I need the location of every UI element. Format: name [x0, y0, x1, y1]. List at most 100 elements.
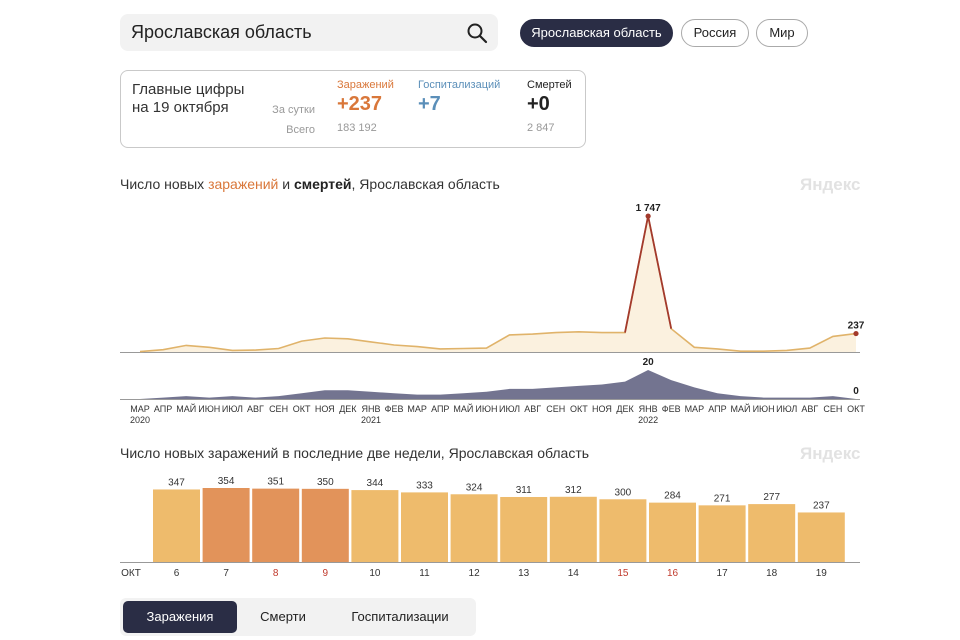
annotation-dot	[853, 330, 859, 337]
yandex-watermark-2: Яндекс	[800, 444, 861, 463]
stats-title: Главные цифры на 19 октября	[132, 81, 245, 116]
bar-category-label: 18	[766, 568, 778, 579]
row-label-total: Всего	[286, 124, 315, 136]
annotation-label: 0	[853, 386, 859, 397]
month-tick-label: ЯНВ	[361, 404, 380, 414]
bar	[649, 502, 696, 562]
search-input[interactable]: Ярославская область	[120, 14, 498, 51]
region-tab-world[interactable]: Мир	[756, 19, 808, 47]
bar-category-label: 19	[816, 568, 828, 579]
month-tick-label: ИЮН	[198, 404, 220, 414]
bar	[252, 488, 300, 562]
month-tick-label: ДЕК	[339, 404, 357, 414]
bar-category-label: 10	[369, 568, 381, 579]
bar	[698, 505, 746, 562]
bar-category-label: 11	[419, 568, 430, 579]
year-tick-label: 2020	[130, 415, 150, 425]
stats-hospitalizations: Госпитализаций +7	[418, 79, 501, 115]
bar	[549, 496, 597, 562]
stats-deaths: Смертей +0 2 847	[527, 79, 572, 134]
bar-category-label: 14	[568, 568, 580, 579]
month-tick-label: СЕН	[269, 404, 288, 414]
bar-value-label: 351	[267, 477, 284, 488]
month-tick-label: ДЕК	[616, 404, 634, 414]
bar-category-label: 16	[667, 568, 679, 579]
month-tick-label: НОЯ	[315, 404, 335, 414]
bar	[599, 499, 647, 562]
bar	[301, 488, 349, 562]
month-tick-label: СЕН	[823, 404, 842, 414]
bar-value-label: 347	[168, 477, 185, 488]
infections-area	[140, 216, 856, 352]
month-tick-label: СЕН	[546, 404, 565, 414]
tab-deaths[interactable]: Смерти	[260, 609, 306, 624]
bar-value-label: 237	[813, 500, 830, 511]
bar	[202, 488, 250, 562]
month-tick-label: ОКТ	[570, 404, 588, 414]
month-tick-label: ЯНВ	[639, 404, 658, 414]
month-tick-label: МАР	[685, 404, 705, 414]
year-tick-label: 2022	[638, 415, 658, 425]
search-icon[interactable]	[466, 22, 488, 44]
month-tick-label: МАР	[130, 404, 150, 414]
row-label-day: За сутки	[272, 104, 315, 116]
bar	[500, 496, 548, 562]
month-tick-label: ИЮН	[753, 404, 775, 414]
month-tick-label: МАР	[407, 404, 427, 414]
stats-infections: Заражений +237 183 192	[337, 79, 394, 134]
month-tick-label: АВГ	[247, 404, 264, 414]
bar-value-label: 354	[218, 476, 235, 487]
month-tick-label: ИЮЛ	[222, 404, 243, 414]
month-tick-label: МАЙ	[176, 403, 196, 414]
bar	[351, 490, 399, 562]
chart2-title: Число новых заражений в последние две не…	[120, 445, 590, 461]
year-tick-label: 2021	[361, 415, 381, 425]
bar-axis-label: ОКТ	[121, 568, 141, 579]
bar-category-label: 15	[617, 568, 629, 579]
bar-category-label: 17	[717, 568, 729, 579]
bar	[153, 489, 200, 562]
month-tick-label: НОЯ	[592, 404, 612, 414]
bar-value-label: 277	[763, 492, 780, 503]
infections-line	[139, 215, 857, 353]
bar-category-label: 12	[469, 568, 481, 579]
bar-value-label: 324	[466, 482, 483, 493]
region-tab-yaroslavl[interactable]: Ярославская область	[520, 19, 673, 47]
two-weeks-bar-chart: 347 6 354 7 351 8 350 9 344 10 333 11 324 12 311 13 312 1…	[120, 476, 860, 579]
metric-tabs: Заражения Смерти Госпитализации	[120, 598, 476, 636]
month-tick-label: АПР	[431, 404, 449, 414]
bar	[748, 504, 796, 562]
bar	[401, 492, 448, 562]
region-tab-russia[interactable]: Россия	[681, 19, 749, 47]
annotation-dot	[645, 213, 651, 219]
bar-value-label: 284	[664, 491, 681, 502]
month-tick-label: ФЕВ	[662, 404, 681, 414]
bar-value-label: 312	[565, 485, 582, 496]
month-tick-label: ИЮН	[475, 404, 497, 414]
bar-category-label: 13	[518, 568, 530, 579]
bar-value-label: 350	[317, 477, 334, 488]
month-tick-label: МАЙ	[731, 403, 751, 414]
bar-value-label: 271	[714, 493, 731, 504]
annotation-label: 1 747	[636, 203, 661, 214]
month-tick-label: АПР	[154, 404, 172, 414]
search-value: Ярославская область	[131, 22, 312, 42]
month-tick-label: АВГ	[801, 404, 818, 414]
deaths-area	[140, 370, 856, 399]
month-tick-label: ИЮЛ	[776, 404, 797, 414]
bar-value-label: 300	[615, 487, 632, 498]
stats-card: Главные цифры на 19 октября За сутки Все…	[120, 70, 586, 148]
bar-category-label: 6	[174, 568, 180, 579]
month-tick-label: ОКТ	[293, 404, 311, 414]
bar-value-label: 311	[516, 485, 532, 496]
bar-value-label: 333	[416, 480, 433, 491]
bar	[797, 512, 845, 562]
chart1-title: Число новых заражений и смертей, Ярослав…	[120, 176, 500, 192]
bar-category-label: 8	[273, 568, 279, 579]
bar-category-label: 9	[323, 568, 329, 579]
annotation-label: 237	[848, 321, 865, 332]
month-tick-label: ФЕВ	[385, 404, 404, 414]
tab-hospitalizations[interactable]: Госпитализации	[351, 609, 449, 624]
tab-infections[interactable]: Заражения	[123, 601, 237, 633]
month-tick-label: ОКТ	[847, 404, 865, 414]
